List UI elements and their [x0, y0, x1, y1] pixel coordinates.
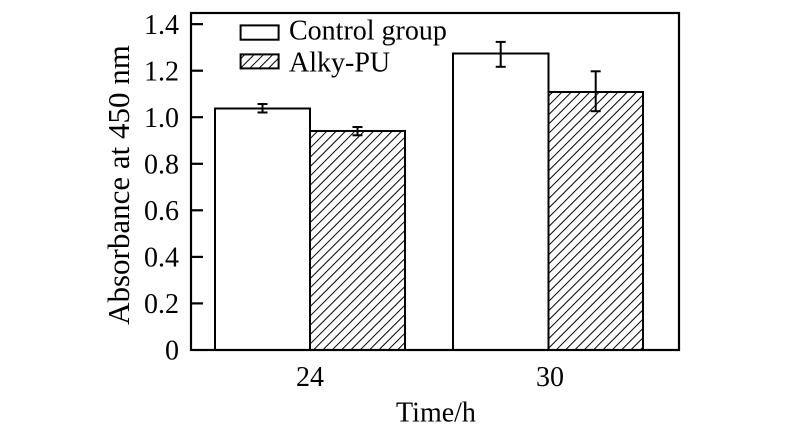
svg-text:1.2: 1.2	[144, 57, 179, 88]
svg-text:24: 24	[296, 362, 324, 393]
svg-text:0: 0	[165, 336, 179, 367]
svg-text:0.4: 0.4	[144, 243, 179, 274]
svg-text:Time/h: Time/h	[396, 398, 476, 429]
svg-text:1.0: 1.0	[144, 103, 179, 134]
svg-text:Control group: Control group	[289, 16, 447, 47]
svg-text:0.8: 0.8	[144, 150, 179, 181]
svg-text:Alky-PU: Alky-PU	[289, 47, 390, 78]
svg-text:Absorbance at 450 nm: Absorbance at 450 nm	[101, 45, 136, 325]
svg-text:0.6: 0.6	[144, 196, 179, 227]
svg-text:30: 30	[536, 362, 564, 393]
svg-text:1.4: 1.4	[144, 10, 179, 41]
svg-text:0.2: 0.2	[144, 289, 179, 320]
